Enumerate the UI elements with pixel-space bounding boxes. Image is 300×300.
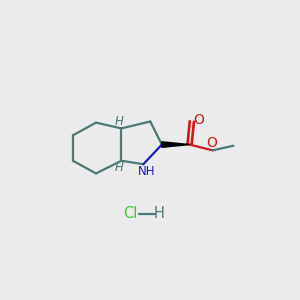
Text: H: H [115, 115, 124, 128]
Text: H: H [115, 161, 124, 174]
Text: NH: NH [137, 165, 155, 178]
Text: O: O [206, 136, 218, 150]
Polygon shape [162, 142, 190, 147]
Text: Cl: Cl [124, 206, 138, 221]
Text: O: O [193, 113, 204, 127]
Text: H: H [154, 206, 165, 221]
